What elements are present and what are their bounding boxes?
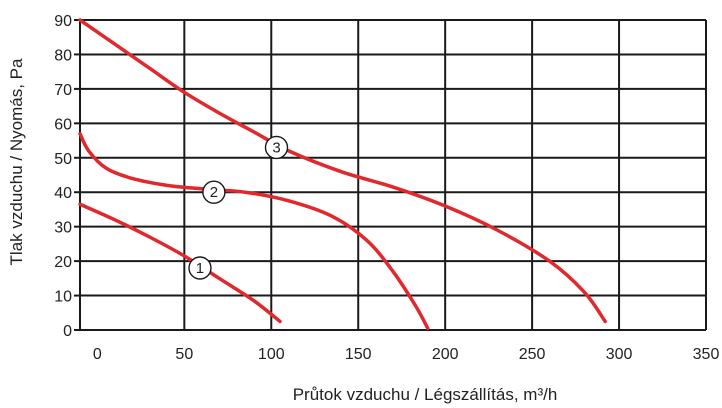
series-label-1: 1 [196,260,204,277]
series-group [78,18,607,331]
y-tick-label: 20 [54,254,72,271]
x-axis-title: Průtok vzduchu / Légszállítás, m³/h [293,385,558,404]
x-tick-label: 250 [519,346,546,363]
y-tick-label: 10 [54,289,72,306]
x-tick-label: 50 [175,346,193,363]
x-tick-label: 300 [606,346,633,363]
y-tick-label: 80 [54,47,72,64]
x-tick-label: 150 [345,346,372,363]
y-tick-label: 0 [63,323,72,340]
series-label-3: 3 [272,139,280,156]
x-tick-label: 200 [432,346,459,363]
y-axis-title: Tlak vzduchu / Nyomás, Pa [7,58,26,265]
series-line-3 [78,18,607,324]
grid [80,19,707,330]
y-tick-label: 50 [54,151,72,168]
series-marker-circle [202,180,226,204]
x-tick-label: 0 [93,346,102,363]
x-tick-label: 100 [258,346,285,363]
series-label-2: 2 [210,184,218,201]
series-marker-circle [264,135,289,160]
y-tick-label: 60 [54,116,72,133]
series-marker-circle [188,256,212,280]
y-tick-label: 40 [54,185,72,202]
y-tick-label: 70 [54,82,72,99]
tick-labels: 0 10 20 30 40 50 60 70 80 90 0 50 100 150 200 250 300 350 [54,13,719,363]
y-tick-label: 30 [54,220,72,237]
y-tick-label: 90 [54,13,72,30]
series-line-1 [78,202,282,324]
axis-frame [74,19,706,331]
x-tick-label: 350 [693,346,720,363]
curve-labels: 1 2 3 [188,135,289,280]
series-line-2 [78,131,430,331]
